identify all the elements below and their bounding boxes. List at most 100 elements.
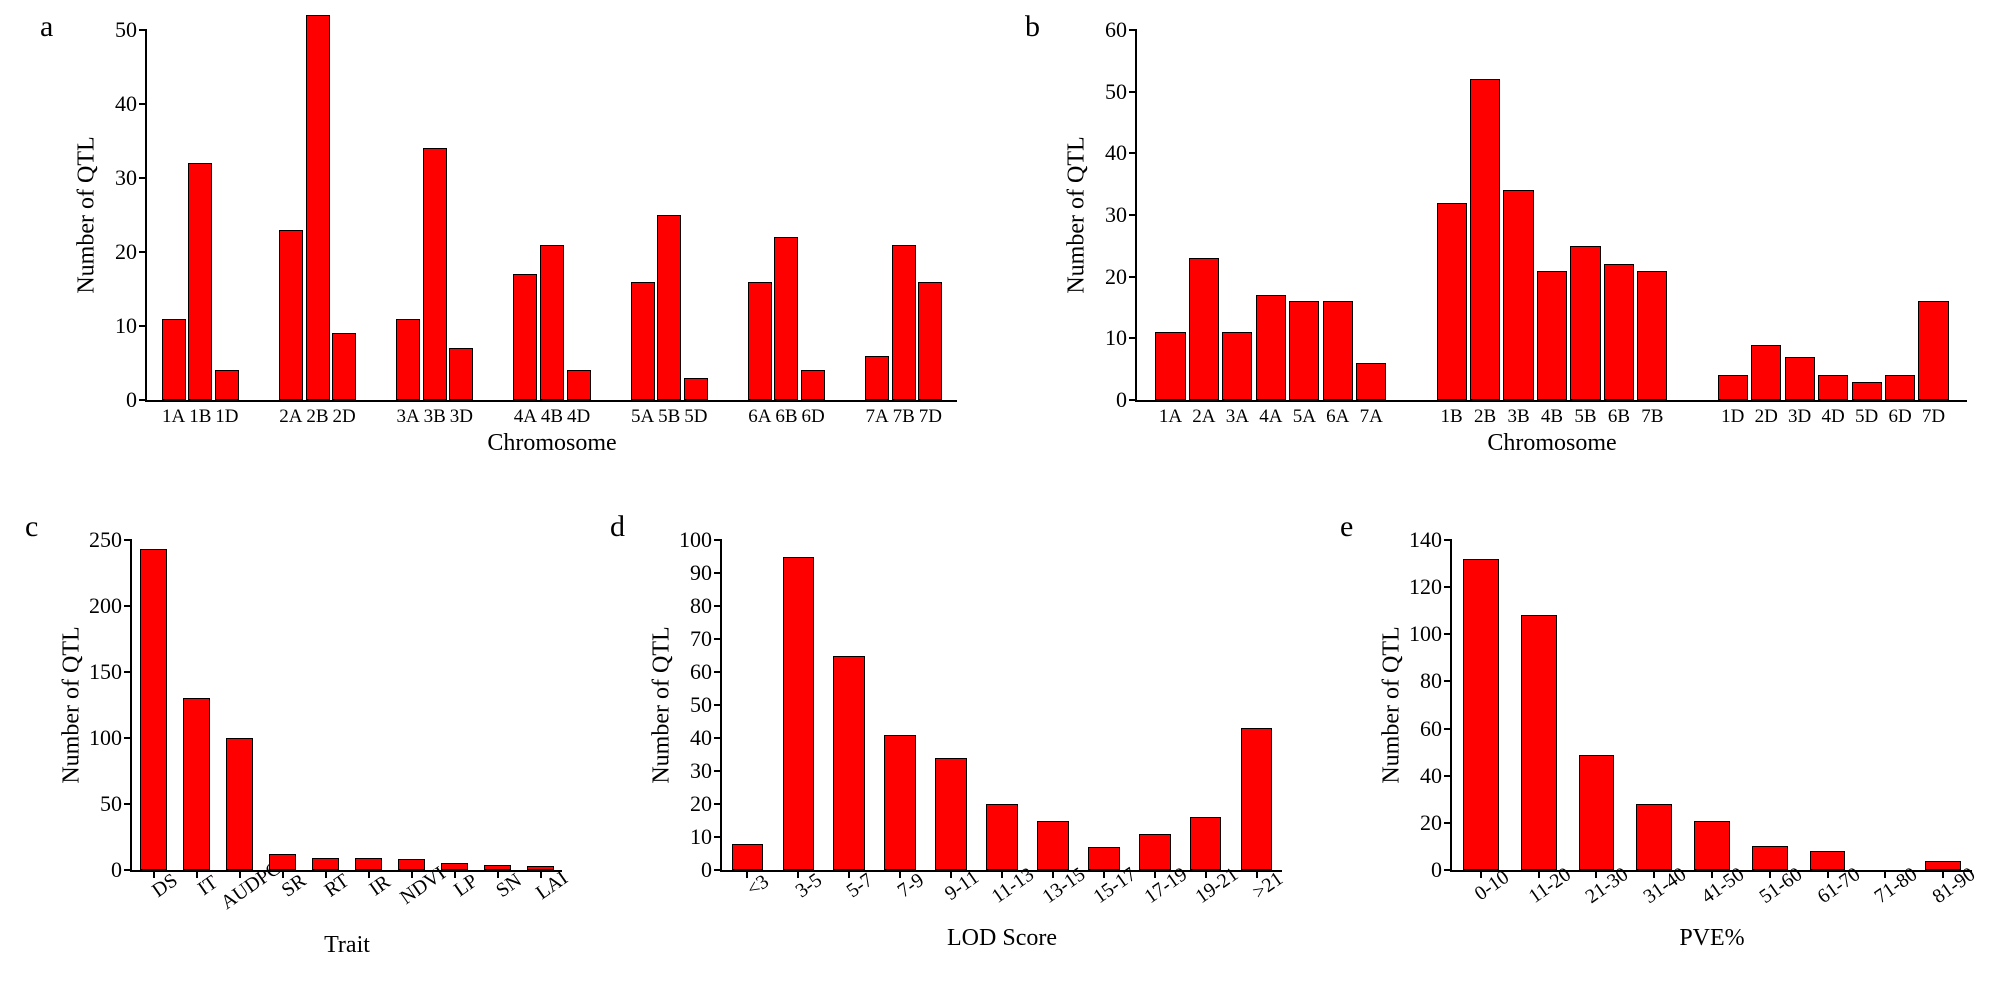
figure: a Number of QTL Chromosome 010203040501A… bbox=[0, 0, 2007, 1002]
y-tick-label: 70 bbox=[690, 626, 722, 652]
x-tick-label: 6A bbox=[748, 400, 771, 428]
bar bbox=[1537, 271, 1567, 401]
x-tick-label: 3D bbox=[1788, 400, 1811, 428]
bar bbox=[1918, 301, 1948, 400]
y-tick-label: 50 bbox=[115, 17, 147, 43]
x-tick-label: 6B bbox=[1608, 400, 1630, 428]
y-tick-label: 50 bbox=[1105, 79, 1137, 105]
x-tick-label: 2D bbox=[333, 400, 356, 428]
bar bbox=[1437, 203, 1467, 400]
y-tick-label: 140 bbox=[1409, 527, 1452, 553]
bar bbox=[226, 738, 253, 870]
bar bbox=[732, 844, 764, 870]
y-tick-label: 50 bbox=[100, 791, 132, 817]
x-tick-label: 1A bbox=[1159, 400, 1182, 428]
x-tick-label: 5D bbox=[1855, 400, 1878, 428]
x-tick-label: 2B bbox=[1474, 400, 1496, 428]
panel-c-y-title: Number of QTL bbox=[59, 626, 86, 783]
x-tick-label: 6D bbox=[801, 400, 824, 428]
y-tick-label: 200 bbox=[89, 593, 132, 619]
panel-c-label: c bbox=[25, 510, 38, 544]
x-tick-label: 5A bbox=[631, 400, 654, 428]
x-tick-label: 3A bbox=[396, 400, 419, 428]
panel-a: a Number of QTL Chromosome 010203040501A… bbox=[15, 10, 975, 470]
x-tick-label: 4D bbox=[1822, 400, 1845, 428]
y-tick-label: 20 bbox=[1420, 810, 1452, 836]
y-tick-label: 0 bbox=[111, 857, 132, 883]
y-tick-label: 250 bbox=[89, 527, 132, 553]
bar bbox=[1852, 382, 1882, 401]
y-tick-label: 30 bbox=[1105, 202, 1137, 228]
bar bbox=[1256, 295, 1286, 400]
panel-d-x-title: LOD Score bbox=[947, 925, 1057, 952]
bar bbox=[1356, 363, 1386, 400]
bar bbox=[279, 230, 303, 400]
bar bbox=[567, 370, 591, 400]
bar bbox=[1155, 332, 1185, 400]
x-tick-label: 2D bbox=[1755, 400, 1778, 428]
y-tick-label: 20 bbox=[690, 791, 722, 817]
bar bbox=[140, 549, 167, 870]
x-tick-label: 5D bbox=[684, 400, 707, 428]
y-tick-label: 0 bbox=[1116, 387, 1137, 413]
y-tick-label: 80 bbox=[1420, 668, 1452, 694]
y-tick-label: 80 bbox=[690, 593, 722, 619]
bar bbox=[1241, 728, 1273, 870]
panel-b-x-title: Chromosome bbox=[1487, 430, 1616, 457]
x-tick-label: 2A bbox=[1192, 400, 1215, 428]
panel-a-label: a bbox=[40, 10, 53, 44]
bar bbox=[332, 333, 356, 400]
bar bbox=[1222, 332, 1252, 400]
bar bbox=[1323, 301, 1353, 400]
x-tick-label: 5B bbox=[658, 400, 680, 428]
bar bbox=[865, 356, 889, 400]
bar bbox=[1189, 258, 1219, 400]
x-tick-label: 4B bbox=[1541, 400, 1563, 428]
x-tick-label: 71-80 bbox=[1866, 857, 1922, 909]
bar bbox=[986, 804, 1018, 870]
y-tick-label: 20 bbox=[115, 239, 147, 265]
bar bbox=[449, 348, 473, 400]
y-tick-label: 120 bbox=[1409, 574, 1452, 600]
y-tick-label: 10 bbox=[115, 313, 147, 339]
bar bbox=[1885, 375, 1915, 400]
bar bbox=[1503, 190, 1533, 400]
x-tick-label: 5A bbox=[1293, 400, 1316, 428]
panel-d-plot: Number of QTL LOD Score 0102030405060708… bbox=[720, 540, 1282, 872]
panel-d-label: d bbox=[610, 510, 625, 544]
y-tick-label: 0 bbox=[701, 857, 722, 883]
x-tick-label: 6B bbox=[775, 400, 797, 428]
y-tick-label: 30 bbox=[690, 758, 722, 784]
panel-a-plot: Number of QTL Chromosome 010203040501A1B… bbox=[145, 30, 957, 402]
bar bbox=[774, 237, 798, 400]
panel-d-y-title: Number of QTL bbox=[649, 626, 676, 783]
bar bbox=[1521, 615, 1557, 870]
bar bbox=[1470, 79, 1500, 400]
x-tick-label: 1D bbox=[1721, 400, 1744, 428]
bar bbox=[801, 370, 825, 400]
x-tick-label: 1D bbox=[215, 400, 238, 428]
bar bbox=[162, 319, 186, 400]
panel-b: b Number of QTL Chromosome 0102030405060… bbox=[1000, 10, 1990, 470]
panel-e: e Number of QTL PVE% 0204060801001201400… bbox=[1330, 510, 1990, 980]
bar bbox=[1463, 559, 1499, 870]
bar bbox=[1785, 357, 1815, 400]
panel-b-plot: Number of QTL Chromosome 01020304050601A… bbox=[1135, 30, 1967, 402]
x-tick-label: 4B bbox=[541, 400, 563, 428]
panel-e-plot: Number of QTL PVE% 0204060801001201400-1… bbox=[1450, 540, 1972, 872]
y-tick-label: 100 bbox=[1409, 621, 1452, 647]
bar bbox=[1718, 375, 1748, 400]
bar bbox=[513, 274, 537, 400]
panel-b-label: b bbox=[1025, 10, 1040, 44]
y-tick-label: 100 bbox=[89, 725, 132, 751]
y-tick-label: 40 bbox=[1420, 763, 1452, 789]
bar bbox=[215, 370, 239, 400]
x-tick-label: 4A bbox=[1259, 400, 1282, 428]
panel-c-plot: Number of QTL Trait 050100150200250DSITA… bbox=[130, 540, 562, 872]
bar bbox=[188, 163, 212, 400]
panel-a-x-title: Chromosome bbox=[487, 430, 616, 457]
panel-d: d Number of QTL LOD Score 01020304050607… bbox=[600, 510, 1300, 980]
x-tick-label: 2A bbox=[279, 400, 302, 428]
x-tick-label: 7B bbox=[893, 400, 915, 428]
y-tick-label: 50 bbox=[690, 692, 722, 718]
